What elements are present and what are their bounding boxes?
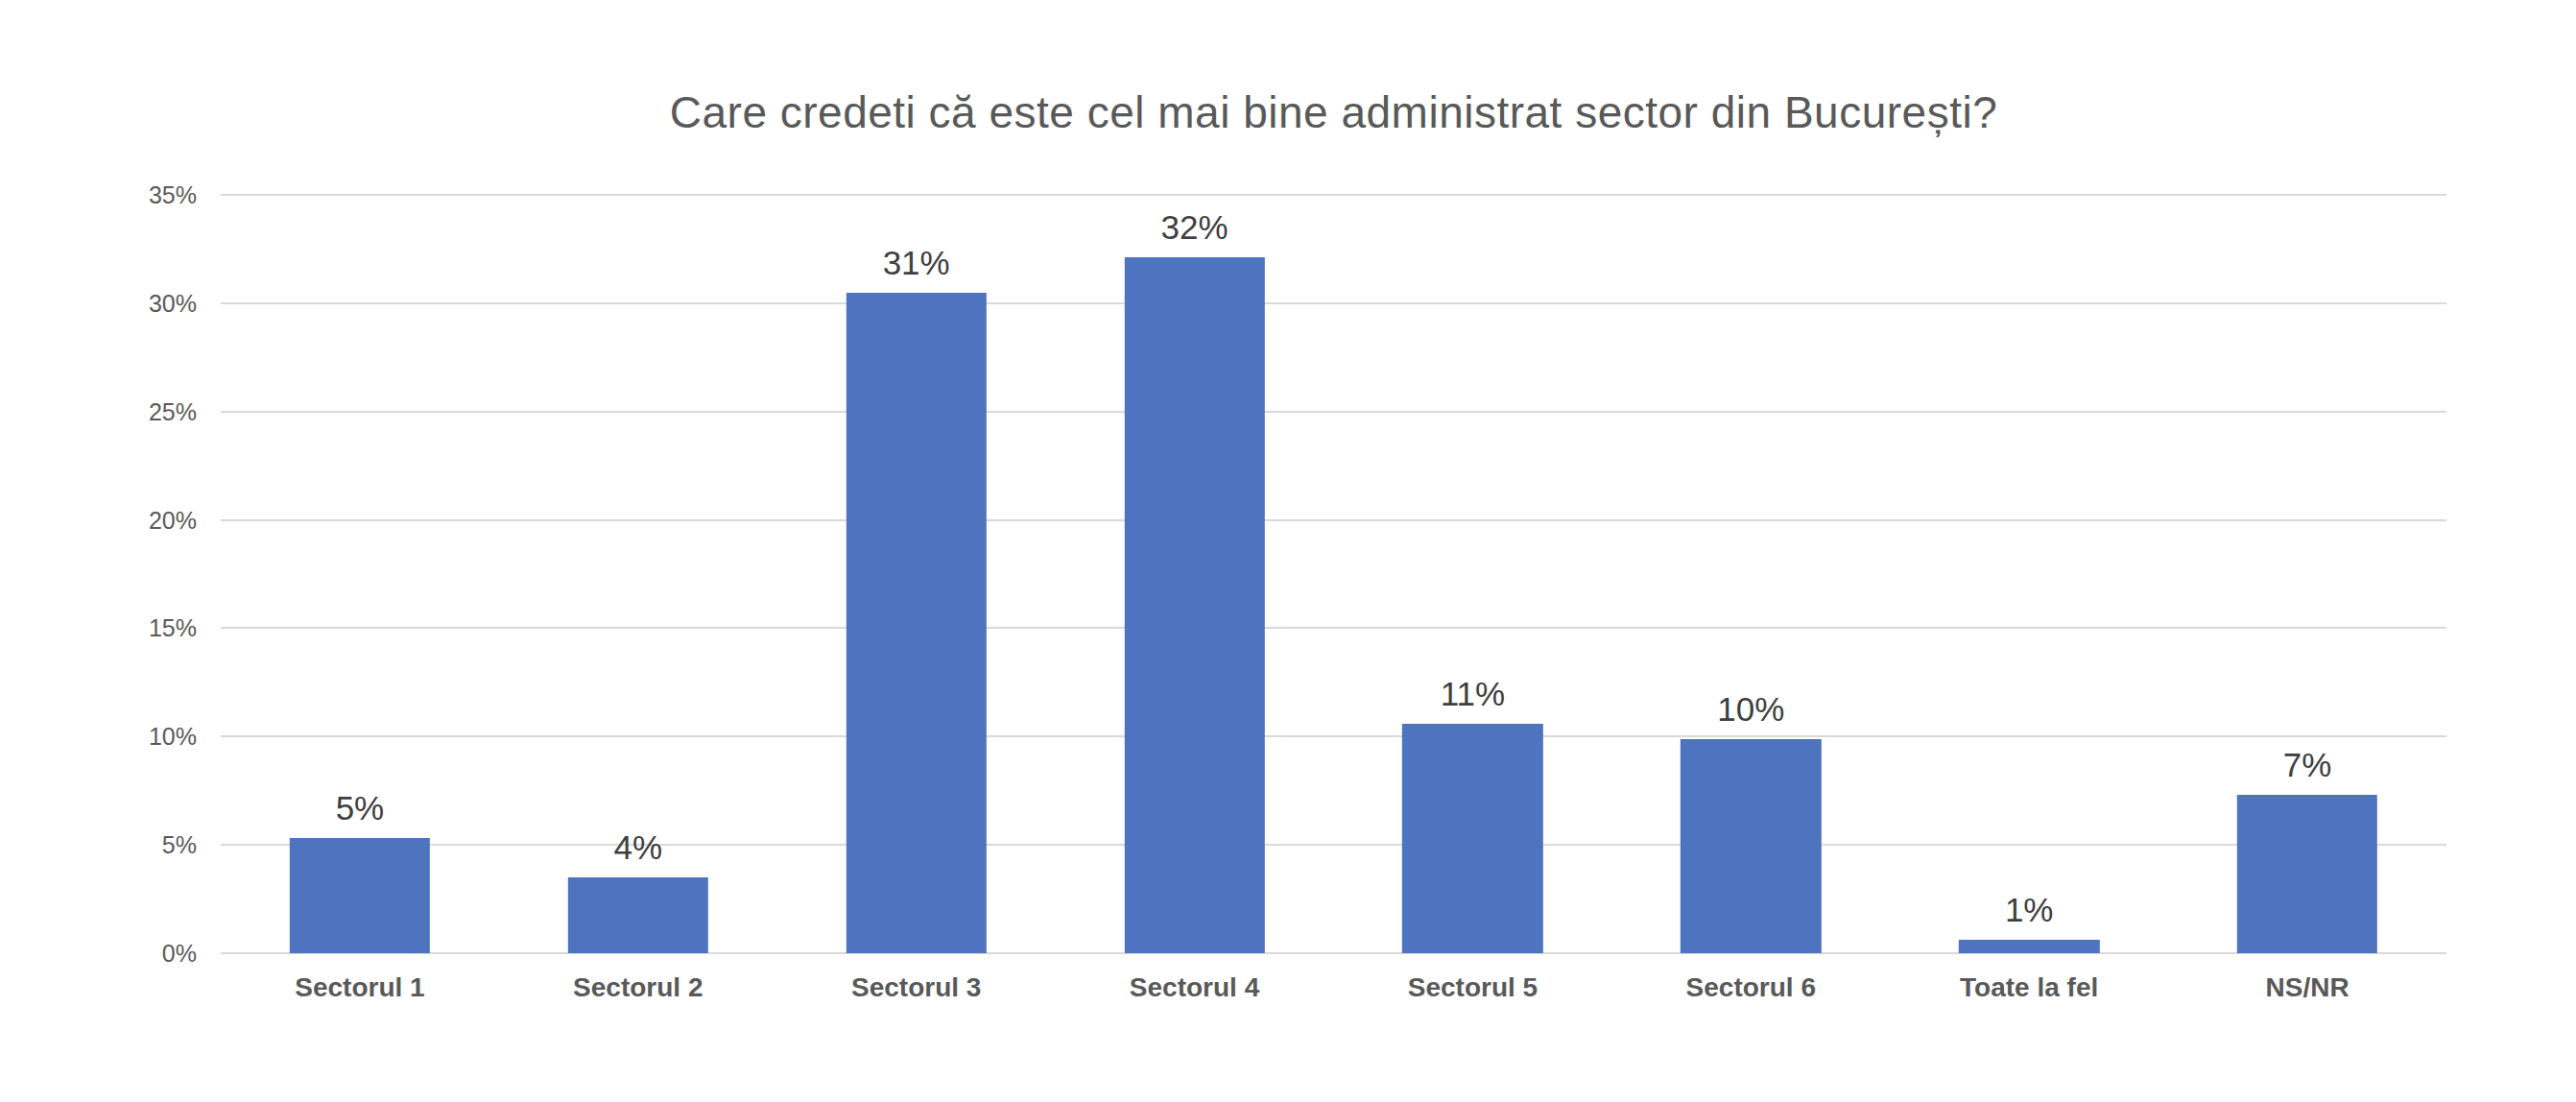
bar-slot-sectorul-5: 11%Sectorul 5 <box>1334 195 1612 953</box>
bar-slot-sectorul-4: 32%Sectorul 4 <box>1056 195 1334 953</box>
y-tick-label-10%: 10% <box>149 725 197 749</box>
y-tick-label-15%: 15% <box>149 616 197 640</box>
y-tick-label-25%: 25% <box>149 399 197 423</box>
y-axis: 0%5%10%15%20%25%30%35% <box>0 195 197 953</box>
bar-slot-toate-la-fel: 1%Toate la fel <box>1890 195 2168 953</box>
bar-slot-sectorul-3: 31%Sectorul 3 <box>777 195 1056 953</box>
y-tick-label-0%: 0% <box>162 942 197 966</box>
value-label-sectorul-1: 5% <box>336 790 385 826</box>
bar-sectorul-2 <box>568 877 708 953</box>
bar-toate-la-fel <box>1959 940 2099 953</box>
value-label-toate-la-fel: 1% <box>2005 892 2054 928</box>
bar-series: 5%Sectorul 14%Sectorul 231%Sectorul 332%… <box>221 195 2446 953</box>
value-label-sectorul-4: 32% <box>1161 209 1228 246</box>
value-label-sectorul-5: 11% <box>1441 676 1505 712</box>
bar-sectorul-6 <box>1681 739 1821 953</box>
value-label-sectorul-6: 10% <box>1717 691 1784 728</box>
bar-sectorul-4 <box>1124 257 1264 953</box>
bar-sectorul-1 <box>290 838 430 953</box>
y-tick-label-35%: 35% <box>149 183 197 207</box>
plot-area: 5%Sectorul 14%Sectorul 231%Sectorul 332%… <box>221 195 2446 953</box>
bar-slot-sectorul-1: 5%Sectorul 1 <box>221 195 499 953</box>
bar-chart: Care credeti că este cel mai bine admini… <box>0 0 2576 1102</box>
y-tick-label-5%: 5% <box>162 833 197 857</box>
value-label-sectorul-2: 4% <box>614 829 663 866</box>
bar-ns-nr <box>2237 795 2377 953</box>
bar-slot-ns-nr: 7%NS/NR <box>2168 195 2446 953</box>
bar-slot-sectorul-2: 4%Sectorul 2 <box>499 195 777 953</box>
bar-slot-sectorul-6: 10%Sectorul 6 <box>1611 195 1890 953</box>
chart-title: Care credeti că este cel mai bine admini… <box>221 84 2446 140</box>
y-tick-label-20%: 20% <box>149 508 197 532</box>
value-label-ns-nr: 7% <box>2283 747 2332 783</box>
y-tick-label-30%: 30% <box>149 291 197 315</box>
bar-sectorul-5 <box>1402 724 1542 953</box>
x-label-ns-nr: NS/NR <box>2140 972 2474 1003</box>
bar-sectorul-3 <box>847 293 987 953</box>
value-label-sectorul-3: 31% <box>883 245 950 281</box>
